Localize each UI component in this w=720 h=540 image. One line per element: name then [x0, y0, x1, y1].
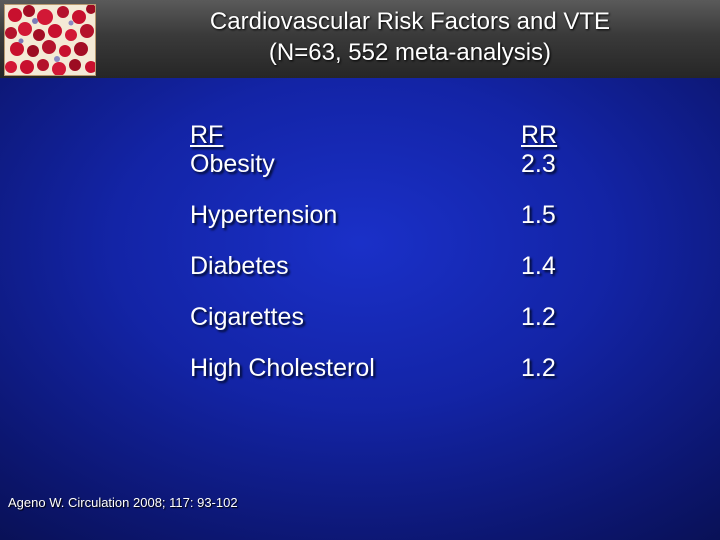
rr-high-cholesterol: 1.2	[521, 354, 556, 382]
rr-cigarettes: 1.2	[521, 303, 556, 331]
factor-high-cholesterol: High Cholesterol	[190, 354, 375, 382]
factor-diabetes: Diabetes	[190, 252, 289, 280]
rr-obesity: 2.3	[521, 150, 556, 178]
header-rr: RR	[521, 121, 558, 149]
factor-hypertension: Hypertension	[190, 201, 338, 229]
factor-obesity: Obesity	[190, 150, 275, 178]
slide-title: Cardiovascular Risk Factors and VTE (N=6…	[110, 6, 710, 68]
rr-diabetes: 1.4	[521, 252, 556, 280]
slide-title-line-1: Cardiovascular Risk Factors and VTE	[209, 8, 611, 35]
factor-cigarettes: Cigarettes	[190, 303, 304, 331]
title-bar: Cardiovascular Risk Factors and VTE (N=6…	[0, 0, 720, 78]
slide-title-line-2: (N=63, 552 meta-analysis)	[268, 39, 552, 66]
header-rf: RF	[190, 121, 224, 149]
rr-hypertension: 1.5	[521, 201, 556, 229]
blood-cells-logo-icon	[4, 4, 96, 76]
citation: Ageno W. Circulation 2008; 117: 93-102	[8, 495, 238, 510]
